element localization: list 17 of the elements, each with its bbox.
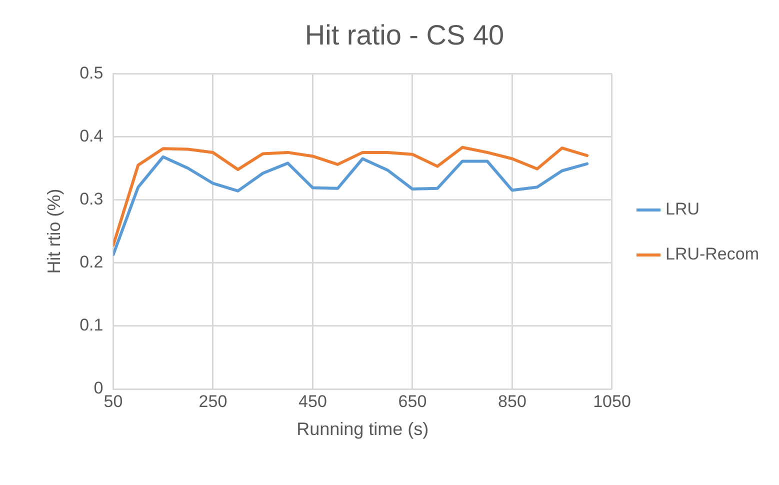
y-tick-label: 0 xyxy=(94,378,104,398)
y-tick-label: 0.2 xyxy=(80,252,104,272)
y-tick-label: 0.4 xyxy=(80,126,104,146)
y-tick-label: 0.1 xyxy=(80,316,104,335)
x-tick-label: 650 xyxy=(398,392,427,411)
chart-title: Hit ratio - CS 40 xyxy=(304,20,504,51)
legend-label: LRU-Recom xyxy=(665,244,760,264)
x-tick-label: 450 xyxy=(298,392,327,411)
x-tick-label: 1050 xyxy=(593,392,631,411)
x-tick-label: 50 xyxy=(104,392,123,411)
y-axis-title: Hit rtio (%) xyxy=(44,188,64,274)
y-tick-label: 0.3 xyxy=(80,189,104,208)
legend-label: LRU xyxy=(665,200,700,219)
y-tick-label: 0.5 xyxy=(80,63,104,82)
x-tick-label: 850 xyxy=(498,392,526,411)
x-axis-title: Running time (s) xyxy=(296,419,429,440)
x-tick-label: 250 xyxy=(198,392,228,411)
